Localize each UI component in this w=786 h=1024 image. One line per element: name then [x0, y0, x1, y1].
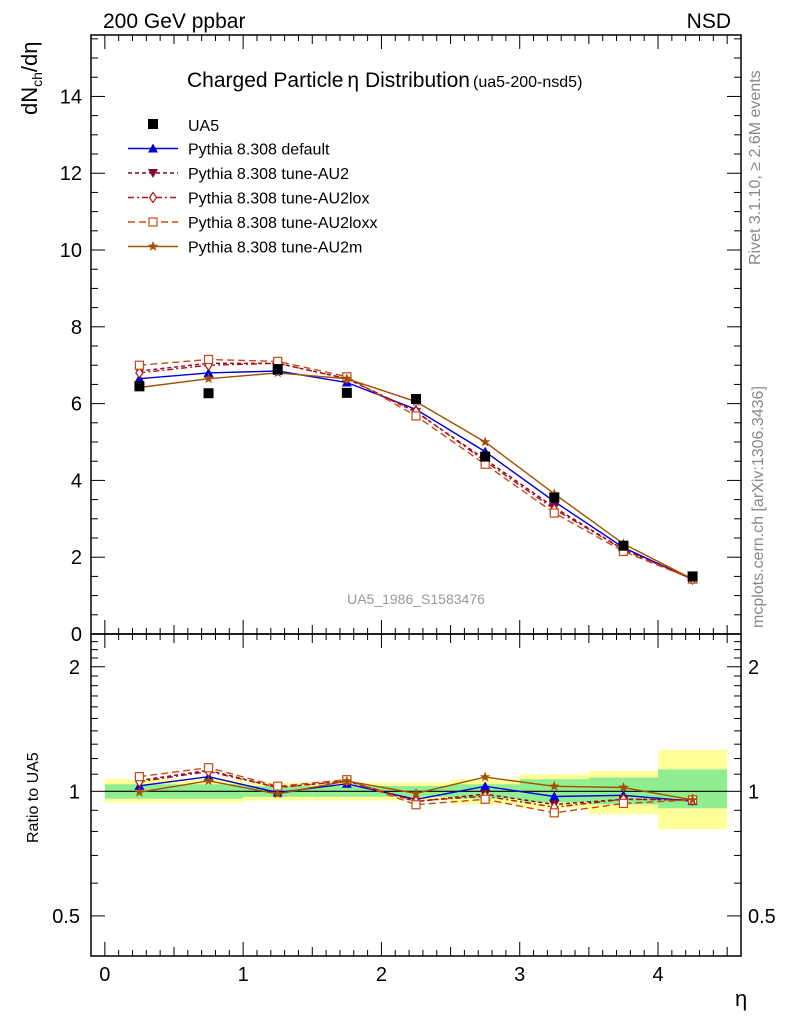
series-point-au2loxx — [411, 411, 421, 421]
header-right: NSD — [687, 10, 731, 33]
ratio-line-au2loxx — [139, 766, 693, 814]
ratio-point-default — [549, 791, 560, 801]
ratio-point-au2m — [272, 788, 283, 799]
y-tick-label-ratio: 0.5 — [52, 906, 80, 928]
y-tick-label-ratio-right: 0.5 — [748, 906, 776, 928]
legend-marker-au2m — [147, 241, 159, 251]
chart-title-rest: Distribution — [359, 69, 470, 92]
legend-label-default: Pythia 8.308 default — [188, 142, 330, 159]
ratio-point-au2m — [134, 786, 145, 797]
data-point — [480, 451, 491, 462]
x-tick-label: 0 — [99, 964, 110, 986]
ratio-point-au2m — [618, 782, 629, 792]
ratio-point-au2loxx — [203, 763, 214, 773]
y-tick-label-ratio-right: 2 — [748, 657, 759, 679]
series-point-au2loxx — [203, 354, 214, 365]
y-axis-label-main: dNch/dη — [17, 41, 45, 115]
ratio-point-au2loxx — [480, 794, 490, 804]
data-point — [687, 571, 698, 582]
data-points — [134, 364, 698, 582]
legend-label-au2: Pythia 8.308 tune-AU2 — [188, 166, 349, 183]
series-line-au2loxx — [139, 358, 693, 580]
ratio-frame — [90, 633, 742, 957]
series-point-au2m — [479, 436, 491, 447]
data-point — [549, 492, 560, 503]
legend-label-au2loxx: Pythia 8.308 tune-AU2loxx — [188, 215, 377, 232]
data-point — [272, 364, 283, 375]
x-tick-label: 1 — [238, 964, 249, 986]
ratio-point-au2m — [687, 794, 698, 805]
chart-title: Charged Particle η Distribution (ua5-200-n… — [187, 69, 582, 92]
header-left: 200 GeV ppbar — [103, 10, 245, 33]
series-point-default — [203, 367, 214, 377]
analysis-id: UA5_1986_S1583476 — [347, 591, 485, 607]
x-tick-label: 4 — [652, 964, 663, 986]
legend-label-au2lox: Pythia 8.308 tune-AU2lox — [188, 191, 369, 208]
x-tick-label: 3 — [514, 964, 525, 986]
y-tick-label-main: 8 — [71, 317, 82, 339]
legend-marker-au2lox — [148, 191, 158, 204]
legend-label-data: UA5 — [188, 118, 219, 135]
x-tick-label: 2 — [376, 964, 387, 986]
legend: UA5 Pythia 8.308 default Pythia 8.308 tune… — [128, 118, 377, 257]
legend-marker-au2loxx — [148, 217, 158, 227]
x-axis-label: η — [735, 986, 747, 1011]
ratio-point-au2loxx — [411, 800, 421, 810]
legend-marker-data — [148, 119, 158, 129]
ratio-point-au2loxx — [618, 798, 629, 809]
y-axis-label-ratio: Ratio to UA5 — [25, 752, 42, 843]
data-point — [411, 394, 421, 405]
mcplots-label: mcplots.cern.ch [arXiv:1306.3436] — [750, 386, 767, 628]
panel-frames — [90, 34, 742, 957]
y-tick-label-main: 12 — [60, 163, 82, 185]
ratio-point-au2m — [549, 780, 560, 791]
ratio-point-au2loxx — [549, 808, 559, 818]
series-point-au2loxx — [549, 508, 559, 518]
ratio-point-au2m — [203, 775, 214, 786]
series-point-au2m — [341, 373, 353, 384]
data-point — [341, 387, 352, 398]
ratio-point-au2loxx — [134, 772, 145, 782]
y-tick-label-main: 0 — [71, 624, 82, 646]
series-point-au2loxx — [134, 360, 145, 370]
ratio-point-au2m — [410, 787, 422, 798]
legend-marker-default — [148, 143, 158, 153]
ratio-point-au2m — [479, 771, 491, 782]
y-tick-label-main: 4 — [71, 470, 82, 492]
series-point-au2lox — [135, 366, 144, 379]
chart-title-main: Charged Particle — [187, 69, 343, 92]
y-tick-label-main: 10 — [60, 240, 82, 262]
data-point — [618, 540, 629, 551]
series-line-au2 — [139, 362, 693, 580]
y-tick-label-main: 6 — [71, 394, 82, 416]
chart-title-tag: (ua5-200-nsd5) — [473, 74, 582, 91]
ratio-point-default — [480, 781, 491, 791]
data-point — [134, 381, 145, 392]
series-line-au2lox — [139, 362, 693, 580]
ratio-point-au2m — [341, 775, 353, 786]
data-point — [203, 388, 214, 399]
legend-label-au2m: Pythia 8.308 tune-AU2m — [188, 240, 362, 257]
rivet-label: Rivet 3.1.10, ≥ 2.6M events — [747, 70, 764, 265]
y-tick-label-ratio: 1 — [69, 781, 80, 803]
y-tick-label-ratio: 2 — [69, 657, 80, 679]
main-panel-series — [134, 354, 698, 586]
chart-title-eta: η — [347, 69, 359, 92]
y-tick-label-main: 2 — [71, 547, 82, 569]
ratio-panel-series — [134, 763, 698, 818]
legend-marker-au2 — [148, 169, 158, 178]
series-point-au2m — [203, 373, 214, 384]
y-tick-label-ratio-right: 1 — [748, 781, 759, 803]
y-tick-label-main: 14 — [60, 86, 82, 108]
axis-ticks — [91, 35, 741, 957]
